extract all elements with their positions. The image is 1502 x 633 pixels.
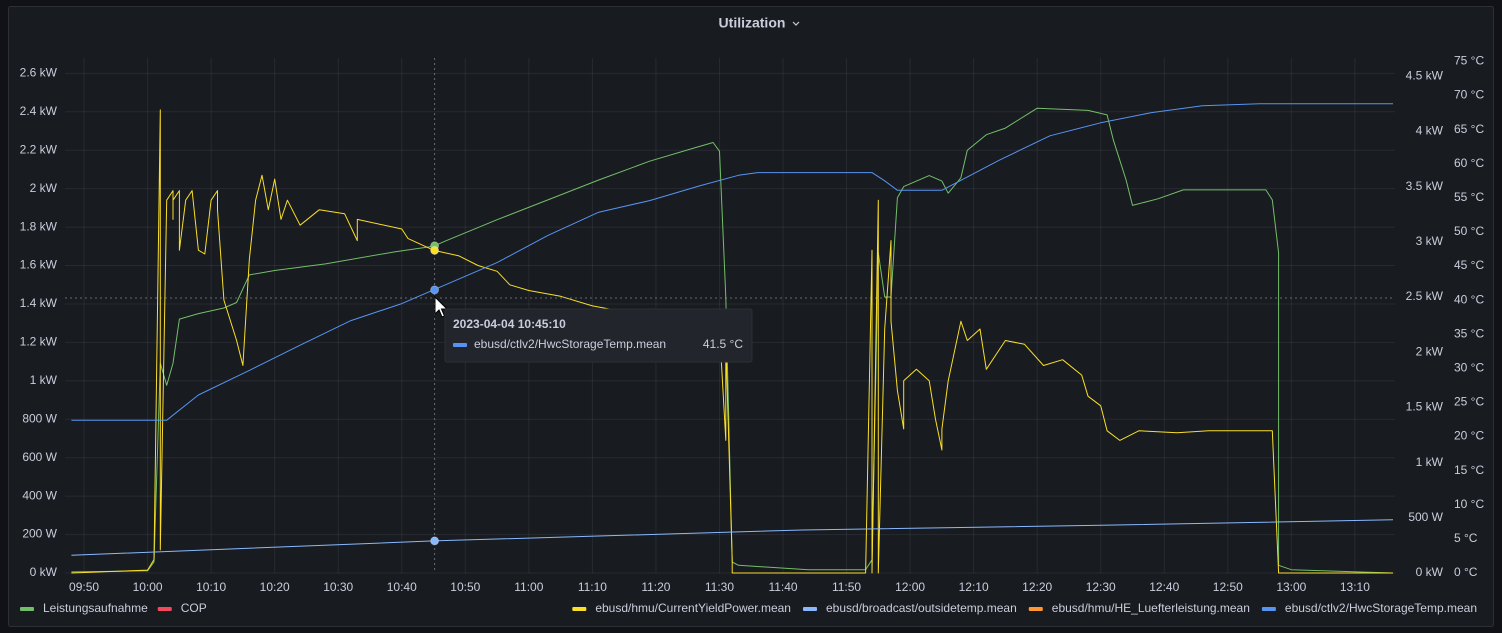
y3-tick-label: 70 °C [1454, 88, 1484, 102]
y3-tick-label: 60 °C [1454, 156, 1484, 170]
x-tick-label: 11:20 [641, 580, 670, 594]
x-tick-label: 12:30 [1086, 580, 1116, 594]
y3-tick-label: 10 °C [1454, 497, 1484, 511]
series-line [71, 519, 1394, 556]
x-tick-label: 10:10 [196, 580, 226, 594]
y3-tick-label: 55 °C [1454, 190, 1484, 204]
y-tick-label: 1.6 kW [20, 258, 58, 272]
panel-title[interactable]: Utilization [719, 15, 786, 31]
y3-tick-label: 45 °C [1454, 258, 1484, 272]
x-tick-label: 12:50 [1213, 580, 1243, 594]
y3-tick-label: 35 °C [1454, 326, 1484, 340]
tooltip-value: 41.5 °C [703, 337, 743, 351]
y2-tick-label: 4 kW [1416, 124, 1444, 138]
hover-point [430, 536, 440, 546]
x-tick-label: 12:20 [1022, 580, 1052, 594]
x-tick-label: 10:40 [387, 580, 417, 594]
hover-point [430, 245, 440, 255]
x-tick-label: 12:40 [1149, 580, 1179, 594]
legend-label[interactable]: ebusd/hmu/HE_Luefterleistung.mean [1052, 601, 1250, 615]
tooltip-time: 2023-04-04 10:45:10 [453, 317, 566, 331]
x-tick-label: 12:00 [895, 580, 925, 594]
overlay: 2023-04-04 10:45:10 ebusd/ctlv2/HwcStorag… [20, 58, 1477, 615]
x-tick-label: 10:50 [450, 580, 480, 594]
y2-tick-label: 2 kW [1416, 344, 1444, 358]
x-tick-label: 11:40 [768, 580, 797, 594]
y2-tick-label: 1 kW [1416, 455, 1444, 469]
y-tick-label: 1.4 kW [20, 296, 58, 310]
y-tick-label: 1.2 kW [20, 335, 58, 349]
legend-label[interactable]: ebusd/hmu/CurrentYieldPower.mean [595, 601, 791, 615]
tooltip-swatch [453, 343, 467, 347]
x-tick-label: 10:20 [260, 580, 290, 594]
y3-tick-label: 65 °C [1454, 122, 1484, 136]
y-tick-label: 400 W [22, 488, 57, 502]
tooltip-series: ebusd/ctlv2/HwcStorageTemp.mean [474, 337, 666, 351]
y3-tick-label: 75 °C [1454, 54, 1484, 68]
y-tick-label: 800 W [22, 411, 57, 425]
series-line [71, 103, 1393, 421]
y-tick-label: 1 kW [30, 373, 58, 387]
x-tick-label: 11:30 [705, 580, 734, 594]
legend-label[interactable]: COP [181, 601, 207, 615]
x-tick-label: 11:00 [514, 580, 543, 594]
x-tick-label: 12:10 [959, 580, 989, 594]
title-chevron[interactable] [792, 21, 800, 26]
y3-tick-label: 15 °C [1454, 463, 1484, 477]
y2-tick-label: 4.5 kW [1406, 68, 1444, 82]
y-tick-label: 0 kW [30, 565, 58, 579]
y2-tick-label: 0 kW [1416, 565, 1444, 579]
y3-tick-label: 25 °C [1454, 395, 1484, 409]
legend-label[interactable]: Leistungsaufnahme [43, 601, 148, 615]
x-tick-label: 13:10 [1340, 580, 1370, 594]
y3-tick-label: 20 °C [1454, 429, 1484, 443]
legend-swatch[interactable] [802, 607, 817, 611]
y-tick-label: 200 W [22, 527, 57, 541]
legend-label[interactable]: ebusd/broadcast/outsidetemp.mean [826, 601, 1017, 615]
plot [71, 103, 1394, 574]
legend-label[interactable]: ebusd/ctlv2/HwcStorageTemp.mean [1285, 601, 1477, 615]
y3-tick-label: 5 °C [1454, 531, 1478, 545]
y2-tick-label: 3 kW [1416, 234, 1444, 248]
x-tick-label: 09:50 [69, 580, 99, 594]
y3-tick-label: 40 °C [1454, 292, 1484, 306]
hover-point [430, 285, 440, 295]
y-tick-label: 1.8 kW [20, 219, 58, 233]
y-tick-label: 600 W [22, 450, 57, 464]
y2-tick-label: 1.5 kW [1406, 400, 1444, 414]
legend-swatch[interactable] [572, 607, 587, 611]
y2-tick-label: 2.5 kW [1406, 289, 1444, 303]
x-tick-label: 11:10 [578, 580, 607, 594]
y3-tick-label: 0 °C [1454, 565, 1478, 579]
y-tick-label: 2 kW [30, 181, 58, 195]
tooltip-box [444, 308, 753, 363]
grid: 0 kW 200 W 400 W 600 W 800 W 1 kW 1.2 kW 1.4 kW… [20, 54, 1485, 595]
y2-tick-label: 500 W [1408, 510, 1443, 524]
legend-swatch[interactable] [1028, 607, 1043, 611]
legend-swatch[interactable] [1261, 607, 1276, 611]
y3-tick-label: 50 °C [1454, 224, 1484, 238]
legend-swatch[interactable] [20, 607, 34, 611]
legend-swatch[interactable] [157, 607, 172, 611]
y-tick-label: 2.6 kW [20, 66, 58, 80]
series-line [71, 109, 1393, 574]
x-tick-label: 11:50 [832, 580, 861, 594]
x-tick-label: 13:00 [1276, 580, 1306, 594]
y3-tick-label: 30 °C [1454, 361, 1484, 375]
x-tick-label: 10:00 [133, 580, 163, 594]
y-tick-label: 2.2 kW [20, 142, 58, 156]
y2-tick-label: 3.5 kW [1406, 179, 1444, 193]
y-tick-label: 2.4 kW [20, 104, 58, 118]
x-tick-label: 10:30 [323, 580, 353, 594]
